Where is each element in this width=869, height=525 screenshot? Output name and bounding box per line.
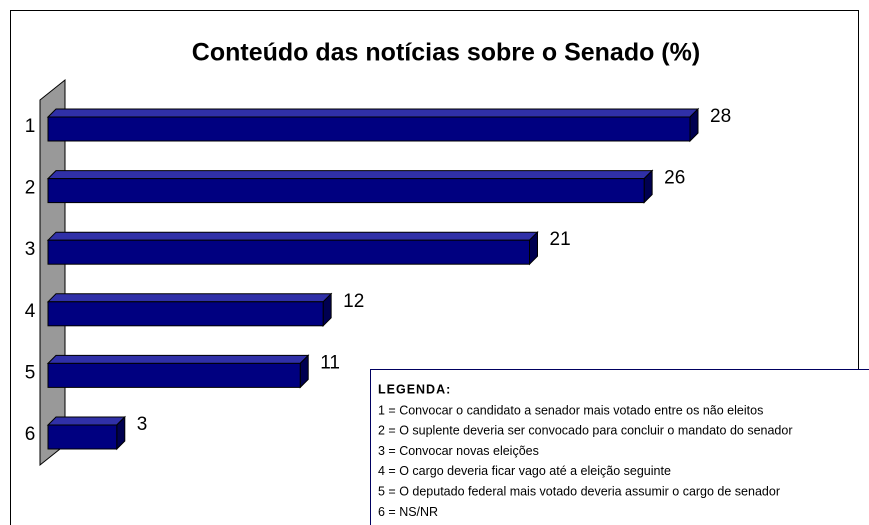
category-label: 4 [25, 301, 36, 322]
legend-box [370, 369, 869, 525]
category-label: 5 [25, 362, 36, 383]
bar-group: 28 1 [25, 106, 731, 143]
category-label: 6 [25, 424, 36, 445]
bar [47, 116, 691, 142]
category-label: 3 [25, 239, 36, 260]
legend-item: 5 = O deputado federal mais votado dever… [378, 484, 780, 498]
bar-top [46, 416, 126, 426]
bar-top [46, 108, 700, 118]
bar-group: 11 5 [25, 352, 340, 389]
legend-item: 6 = NS/NR [378, 505, 438, 519]
chart-title: Conteúdo das notícias sobre o Senado (%) [192, 39, 700, 67]
value-label: 12 [343, 291, 364, 312]
bar-group: 36 [25, 414, 148, 451]
legend-item: 4 = O cargo deveria ficar vago até a ele… [378, 464, 671, 478]
legend-title: LEGENDA: [378, 382, 451, 396]
value-label: 11 [320, 352, 340, 373]
bar [47, 301, 324, 327]
legend-item: 3 = Convocar novas eleições [378, 444, 539, 458]
bar [47, 424, 118, 450]
value-label: 28 [710, 106, 731, 127]
category-label: 1 [25, 116, 36, 137]
bar [47, 239, 530, 265]
bar-top [46, 170, 654, 180]
legend-items: LEGENDA: 1 = Convocar o candidato a senad… [378, 382, 793, 519]
legend-item: 1 = Convocar o candidato a senador mais … [378, 403, 763, 417]
bar-top [46, 231, 539, 241]
bar-group: 12 4 [25, 291, 364, 328]
bar-group: 26 2 [25, 168, 685, 204]
bar-group: 21 3 [25, 229, 571, 266]
bar [47, 362, 301, 388]
bar-top [46, 293, 333, 303]
category-label: 2 [25, 178, 36, 199]
legend-item: 2 = O suplente deveria ser convocado par… [378, 424, 793, 438]
value-label: 21 [550, 229, 571, 250]
value-label: 26 [664, 168, 685, 189]
bar [47, 178, 645, 204]
legend: LEGENDA: 1 = Convocar o candidato a senad… [370, 369, 869, 525]
value-label: 3 [137, 414, 148, 435]
bar-top [46, 354, 310, 364]
